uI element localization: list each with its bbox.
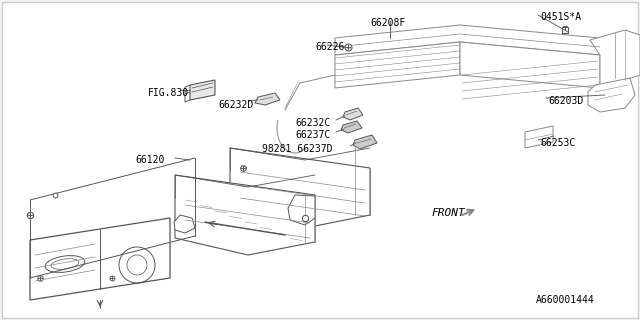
Text: 66253C: 66253C: [540, 138, 575, 148]
Polygon shape: [588, 78, 635, 112]
Polygon shape: [460, 42, 600, 88]
Text: FIG.830: FIG.830: [148, 88, 189, 98]
Text: 0451S*A: 0451S*A: [540, 12, 581, 22]
Text: 66120: 66120: [135, 155, 164, 165]
Polygon shape: [335, 42, 460, 88]
Polygon shape: [288, 195, 315, 225]
Polygon shape: [30, 218, 170, 300]
Text: 66203D: 66203D: [548, 96, 583, 106]
Text: 66226: 66226: [315, 42, 344, 52]
Polygon shape: [343, 108, 363, 120]
Polygon shape: [175, 175, 315, 255]
Polygon shape: [190, 80, 215, 100]
Text: 66232C: 66232C: [295, 118, 330, 128]
Polygon shape: [174, 215, 195, 233]
Polygon shape: [341, 121, 362, 133]
Text: 66208F: 66208F: [370, 18, 405, 28]
Text: A660001444: A660001444: [536, 295, 595, 305]
Polygon shape: [230, 148, 370, 228]
Text: FRONT: FRONT: [432, 208, 466, 218]
Polygon shape: [590, 30, 640, 88]
Text: 66232D: 66232D: [218, 100, 253, 110]
Polygon shape: [525, 126, 553, 148]
Polygon shape: [353, 135, 377, 149]
Polygon shape: [255, 93, 280, 105]
Text: 98281 66237D: 98281 66237D: [262, 144, 333, 154]
Text: 66237C: 66237C: [295, 130, 330, 140]
Polygon shape: [335, 25, 600, 55]
